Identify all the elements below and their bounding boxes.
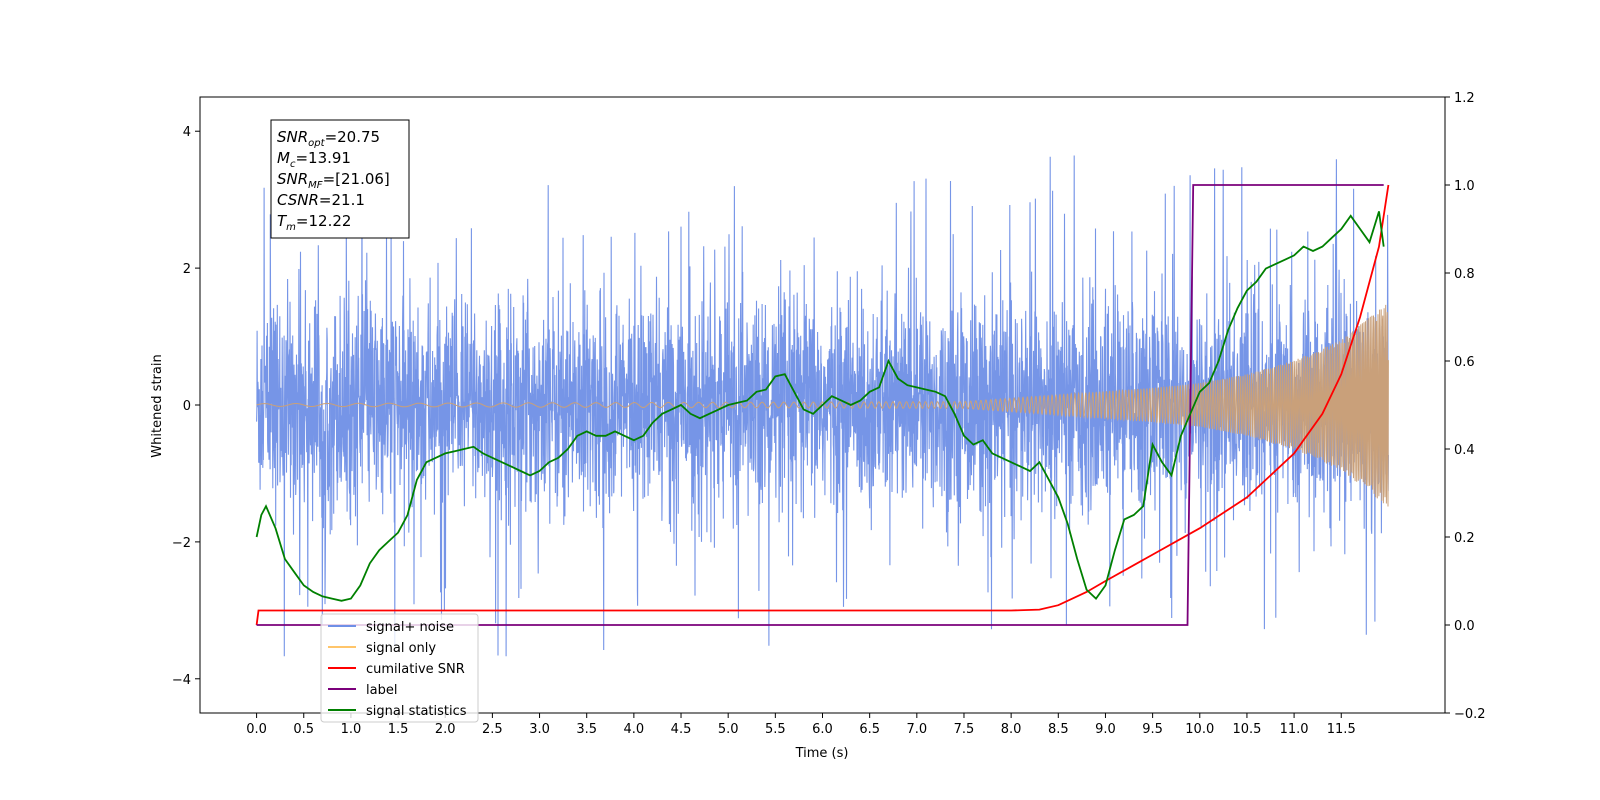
signal-only-series: [256, 304, 1389, 507]
left-y-axis-ticks: 4 2 0 −2 −4: [172, 125, 200, 688]
legend-item: signal only: [328, 641, 436, 656]
x-tick-label: 11.5: [1327, 722, 1356, 737]
x-tick-label: 11.0: [1280, 722, 1309, 737]
left-y-tick-label: −4: [172, 673, 191, 688]
annotation-line: Tm=12.22: [277, 212, 351, 233]
x-tick-label: 2.0: [435, 722, 456, 737]
x-axis-label: Time (s): [795, 746, 849, 761]
x-axis-ticks: 0.0 0.5 1.0 1.5 2.0 2.5 3.0 3.5 4.0 4.5 5.0 5.5 6.0 6…: [246, 713, 1356, 737]
x-tick-label: 6.5: [859, 722, 880, 737]
annotation-line: SNRopt=20.75: [277, 128, 380, 149]
annotation-box: SNRopt=20.75Mc=13.91SNRMF=[21.06]CSNR=21…: [270, 119, 410, 239]
left-y-tick-label: 0: [183, 399, 191, 414]
right-y-tick-label: 1.0: [1454, 179, 1475, 194]
right-y-tick-label: 1.2: [1454, 91, 1475, 106]
x-tick-label: 9.0: [1095, 722, 1116, 737]
annotation-line: CSNR=21.1: [277, 191, 365, 209]
right-y-tick-label: 0.2: [1454, 531, 1475, 546]
left-y-axis-label: Whitened strain: [150, 354, 165, 457]
x-tick-label: 8.5: [1048, 722, 1069, 737]
cumilative-snr-line: [255, 184, 1390, 626]
right-y-tick-label: 0.0: [1454, 619, 1475, 634]
x-tick-label: 2.5: [482, 722, 503, 737]
signal-only-line: [256, 304, 1389, 507]
x-tick-label: 10.5: [1232, 722, 1261, 737]
legend-label: label: [366, 683, 397, 698]
x-tick-label: 6.0: [812, 722, 833, 737]
legend-label: signal only: [366, 641, 436, 656]
annotation-line: SNRMF=[21.06]: [277, 170, 390, 191]
left-y-tick-label: 2: [183, 262, 191, 277]
signal-statistics-line: [255, 211, 1385, 602]
x-tick-label: 1.5: [388, 722, 409, 737]
x-tick-label: 7.0: [906, 722, 927, 737]
x-tick-label: 7.5: [954, 722, 975, 737]
x-tick-label: 8.0: [1001, 722, 1022, 737]
right-y-tick-label: 0.6: [1454, 355, 1475, 370]
legend: signal+ noise signal only cumilative SNR la…: [320, 613, 479, 723]
x-tick-label: 0.5: [293, 722, 314, 737]
legend-item: cumilative SNR: [328, 662, 465, 677]
annotation-line: Mc=13.91: [277, 149, 351, 170]
legend-label: signal statistics: [366, 704, 467, 719]
x-tick-label: 4.5: [671, 722, 692, 737]
legend-label: cumilative SNR: [366, 662, 465, 677]
legend-item: signal statistics: [328, 704, 467, 719]
x-tick-label: 5.5: [765, 722, 786, 737]
line-series-group: [255, 184, 1390, 626]
left-y-tick-label: −2: [172, 536, 191, 551]
left-y-tick-label: 4: [183, 125, 191, 140]
legend-label: signal+ noise: [366, 620, 454, 635]
x-tick-label: 1.0: [341, 722, 362, 737]
x-tick-label: 4.0: [624, 722, 645, 737]
x-tick-label: 3.5: [576, 722, 597, 737]
right-y-tick-label: −0.2: [1454, 707, 1486, 722]
x-tick-label: 9.5: [1142, 722, 1163, 737]
legend-item: label: [328, 683, 397, 698]
right-y-tick-label: 0.8: [1454, 267, 1475, 282]
legend-item: signal+ noise: [328, 620, 454, 635]
x-tick-label: 3.0: [529, 722, 550, 737]
label-line: [256, 184, 1384, 626]
x-tick-label: 5.0: [718, 722, 739, 737]
x-tick-label: 10.0: [1185, 722, 1214, 737]
x-tick-label: 0.0: [246, 722, 267, 737]
right-y-axis-ticks: 1.2 1.0 0.8 0.6 0.4 0.2 0.0 −0.2: [1445, 91, 1486, 722]
right-y-tick-label: 0.4: [1454, 443, 1475, 458]
